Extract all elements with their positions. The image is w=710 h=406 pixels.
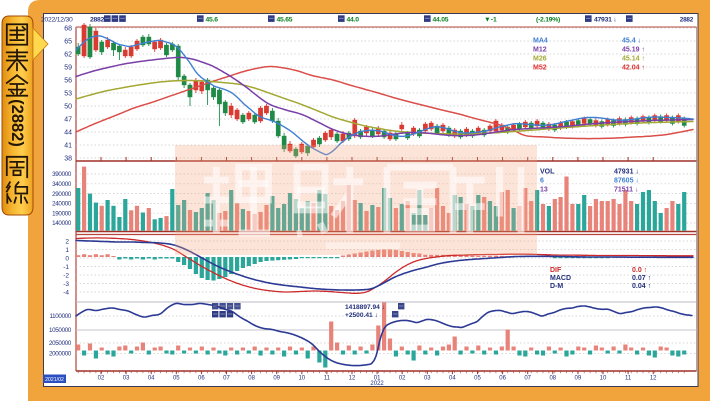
svg-text:10: 10 (298, 375, 305, 381)
svg-text:2022: 2022 (370, 381, 384, 387)
svg-text:45.14 ↑: 45.14 ↑ (622, 56, 645, 63)
svg-text:2882: 2882 (90, 17, 105, 24)
svg-text:65: 65 (64, 39, 72, 46)
svg-text:(2882): (2882) (8, 99, 26, 147)
svg-text:44.05: 44.05 (433, 17, 449, 24)
svg-text:-2: -2 (63, 273, 69, 280)
svg-text:44: 44 (64, 130, 72, 137)
svg-text:50: 50 (64, 104, 72, 111)
svg-text:1100000: 1100000 (49, 313, 71, 320)
svg-text:M52: M52 (533, 65, 547, 72)
svg-text:12: 12 (650, 375, 657, 381)
svg-text:2: 2 (65, 239, 69, 246)
svg-text:02: 02 (399, 375, 406, 381)
svg-text:2050000: 2050000 (49, 340, 72, 347)
svg-text:12: 12 (349, 375, 356, 381)
svg-text:▼-1: ▼-1 (484, 17, 497, 24)
svg-text:47931 ↓: 47931 ↓ (614, 169, 639, 176)
svg-text:190000: 190000 (52, 210, 72, 217)
svg-text:0: 0 (65, 256, 69, 263)
svg-text:59: 59 (64, 65, 72, 72)
svg-text:09: 09 (273, 375, 280, 381)
svg-text:340000: 340000 (52, 181, 72, 188)
svg-text:02: 02 (98, 375, 105, 381)
svg-text:MA4: MA4 (533, 38, 548, 45)
svg-text:08: 08 (248, 375, 255, 381)
svg-text:44.0: 44.0 (347, 17, 360, 24)
svg-text:10: 10 (600, 375, 607, 381)
svg-text:240000: 240000 (52, 201, 72, 208)
svg-text:VOL: VOL (540, 169, 555, 176)
svg-text:2000000: 2000000 (49, 351, 72, 358)
svg-text:06: 06 (198, 375, 205, 381)
svg-text:1: 1 (65, 247, 69, 254)
svg-text:42.04 ↑: 42.04 ↑ (622, 65, 645, 72)
svg-text:13: 13 (540, 187, 548, 194)
svg-text:05: 05 (173, 375, 180, 381)
svg-text:53: 53 (64, 91, 72, 98)
svg-text:45.4 ↓: 45.4 ↓ (622, 38, 641, 45)
svg-text:11: 11 (625, 375, 632, 381)
svg-text:47931 ↓: 47931 ↓ (594, 17, 616, 24)
svg-text:08: 08 (549, 375, 556, 381)
svg-text:07: 07 (223, 375, 230, 381)
svg-text:140000: 140000 (52, 220, 72, 227)
svg-text:38: 38 (64, 156, 72, 163)
svg-text:2022/12/30: 2022/12/30 (41, 17, 73, 24)
svg-text:04: 04 (449, 375, 456, 381)
svg-text:0.04 ↑: 0.04 ↑ (632, 283, 651, 290)
svg-text:56: 56 (64, 78, 72, 85)
svg-text:11: 11 (324, 375, 331, 381)
svg-text:1418897.94 ↓: 1418897.94 ↓ (345, 304, 385, 311)
svg-text:68: 68 (64, 26, 72, 33)
svg-text:45.65: 45.65 (277, 17, 293, 24)
svg-text:03: 03 (123, 375, 130, 381)
svg-text:6: 6 (540, 178, 544, 185)
svg-text:M12: M12 (533, 47, 547, 54)
svg-text:390000: 390000 (52, 171, 72, 178)
svg-text:41: 41 (64, 143, 72, 150)
svg-text:01: 01 (374, 375, 381, 381)
svg-text:06: 06 (499, 375, 506, 381)
svg-text:62: 62 (64, 52, 72, 59)
svg-text:-1: -1 (63, 264, 69, 271)
svg-text:04: 04 (148, 375, 155, 381)
svg-text:09: 09 (575, 375, 582, 381)
svg-text:M26: M26 (533, 56, 547, 63)
svg-text:2882: 2882 (680, 17, 694, 24)
svg-text:0.07 ↑: 0.07 ↑ (632, 275, 651, 282)
svg-text:DIF: DIF (550, 267, 562, 274)
svg-text:D-M: D-M (550, 283, 563, 290)
svg-text:1050000: 1050000 (49, 327, 72, 334)
svg-text:07: 07 (524, 375, 531, 381)
svg-text:0.0 ↑: 0.0 ↑ (632, 267, 647, 274)
svg-text:MACD: MACD (550, 275, 571, 282)
svg-text:71511 ↓: 71511 ↓ (614, 187, 639, 194)
svg-text:87605 ↓: 87605 ↓ (614, 178, 639, 185)
svg-text:290000: 290000 (52, 191, 72, 198)
svg-text:45.6: 45.6 (206, 17, 219, 24)
svg-text:(-2.19%): (-2.19%) (536, 17, 560, 24)
svg-text:05: 05 (474, 375, 481, 381)
svg-text:-3: -3 (63, 281, 69, 288)
svg-text:2021/02: 2021/02 (45, 377, 64, 383)
svg-text:-4: -4 (63, 290, 69, 297)
svg-text:+2500.41 ↓: +2500.41 ↓ (345, 312, 378, 319)
svg-text:45.19 ↑: 45.19 ↑ (622, 47, 645, 54)
svg-text:03: 03 (424, 375, 431, 381)
svg-text:47: 47 (64, 117, 72, 124)
